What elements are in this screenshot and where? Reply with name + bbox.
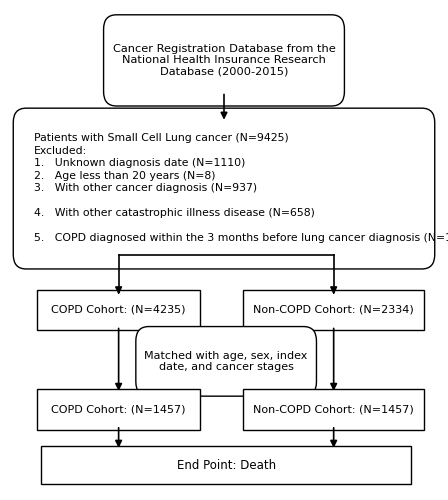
FancyBboxPatch shape: [243, 389, 424, 430]
FancyBboxPatch shape: [37, 290, 200, 331]
Text: Non-COPD Cohort: (N=1457): Non-COPD Cohort: (N=1457): [253, 404, 414, 414]
Text: Non-COPD Cohort: (N=2334): Non-COPD Cohort: (N=2334): [253, 305, 414, 315]
Text: Matched with age, sex, index
date, and cancer stages: Matched with age, sex, index date, and c…: [144, 350, 308, 372]
Text: 2.   Age less than 20 years (N=8): 2. Age less than 20 years (N=8): [34, 170, 215, 180]
Text: 5.   COPD diagnosed within the 3 months before lung cancer diagnosis (N=143): 5. COPD diagnosed within the 3 months be…: [34, 233, 448, 243]
Text: 3.   With other cancer diagnosis (N=937): 3. With other cancer diagnosis (N=937): [34, 183, 257, 193]
Text: Patients with Small Cell Lung cancer (N=9425): Patients with Small Cell Lung cancer (N=…: [34, 133, 289, 143]
Text: Excluded:: Excluded:: [34, 146, 87, 156]
FancyBboxPatch shape: [243, 290, 424, 331]
FancyBboxPatch shape: [103, 15, 345, 106]
FancyBboxPatch shape: [37, 389, 200, 430]
FancyBboxPatch shape: [13, 108, 435, 269]
Text: 1.   Unknown diagnosis date (N=1110): 1. Unknown diagnosis date (N=1110): [34, 158, 245, 168]
Text: COPD Cohort: (N=1457): COPD Cohort: (N=1457): [52, 404, 186, 414]
Text: End Point: Death: End Point: Death: [177, 458, 276, 471]
Text: 4.   With other catastrophic illness disease (N=658): 4. With other catastrophic illness disea…: [34, 208, 315, 218]
Text: COPD Cohort: (N=4235): COPD Cohort: (N=4235): [52, 305, 186, 315]
FancyBboxPatch shape: [41, 446, 411, 484]
Text: Cancer Registration Database from the
National Health Insurance Research
Databas: Cancer Registration Database from the Na…: [112, 44, 336, 77]
FancyBboxPatch shape: [136, 326, 316, 396]
